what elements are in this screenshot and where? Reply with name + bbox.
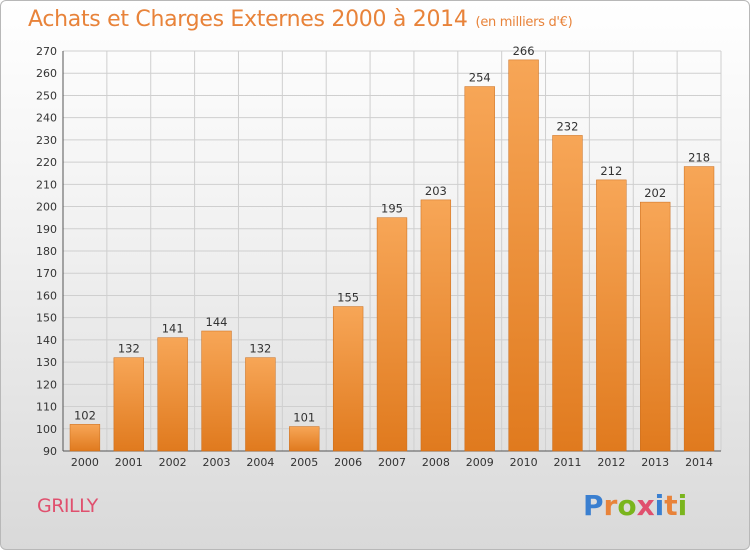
bar-value-label: 141 bbox=[162, 322, 184, 336]
bar-value-label: 202 bbox=[644, 186, 666, 200]
logo-letter: P bbox=[583, 489, 604, 522]
bar-value-label: 101 bbox=[293, 411, 315, 425]
bar-value-label: 195 bbox=[381, 202, 403, 216]
chart-title-unit: (en milliers d'€) bbox=[475, 15, 573, 30]
bar-2008 bbox=[420, 199, 452, 452]
logo-letter: i bbox=[677, 489, 688, 522]
bar-value-label: 132 bbox=[118, 342, 140, 356]
y-tick-label: 240 bbox=[36, 112, 57, 125]
bar-2005 bbox=[289, 426, 320, 452]
bar-2009 bbox=[464, 86, 495, 452]
bar-2004 bbox=[245, 357, 276, 452]
y-tick-label: 120 bbox=[36, 378, 57, 391]
y-tick-label: 160 bbox=[36, 289, 57, 302]
x-tick-label: 2011 bbox=[553, 456, 581, 469]
x-tick-label: 2006 bbox=[334, 456, 362, 469]
commune-name: GRILLY bbox=[37, 495, 98, 517]
y-tick-label: 180 bbox=[36, 245, 57, 258]
bar-2002 bbox=[157, 337, 188, 452]
y-tick-label: 260 bbox=[36, 67, 57, 80]
bar-2013 bbox=[640, 201, 671, 452]
bar-value-label: 218 bbox=[688, 151, 710, 165]
x-tick-label: 2007 bbox=[378, 456, 406, 469]
tick-labels: 9010011012013014015016017018019020021022… bbox=[36, 45, 713, 469]
proxiti-logo: Proxiti bbox=[583, 489, 687, 522]
bar-value-label: 232 bbox=[556, 119, 578, 133]
bar-2000 bbox=[69, 424, 101, 452]
x-tick-label: 2005 bbox=[290, 456, 318, 469]
y-tick-label: 190 bbox=[36, 223, 57, 236]
x-tick-label: 2003 bbox=[203, 456, 231, 469]
bar-2006 bbox=[332, 306, 364, 452]
y-tick-label: 210 bbox=[36, 178, 57, 191]
bar-value-label: 132 bbox=[249, 342, 271, 356]
logo-letter: t bbox=[664, 489, 678, 522]
y-tick-label: 200 bbox=[36, 201, 57, 214]
logo-letter: i bbox=[654, 489, 665, 522]
x-tick-label: 2012 bbox=[597, 456, 625, 469]
x-tick-label: 2010 bbox=[510, 456, 538, 469]
x-tick-label: 2014 bbox=[685, 456, 713, 469]
logo-letter: x bbox=[636, 489, 655, 522]
y-tick-label: 110 bbox=[36, 401, 57, 414]
logo-letter: o bbox=[617, 489, 637, 522]
x-tick-label: 2000 bbox=[71, 456, 99, 469]
chart-title: Achats et Charges Externes 2000 à 2014 (e… bbox=[28, 7, 573, 32]
y-tick-label: 150 bbox=[36, 312, 57, 325]
x-tick-label: 2008 bbox=[422, 456, 450, 469]
bar-value-label: 212 bbox=[600, 164, 622, 178]
y-tick-label: 250 bbox=[36, 89, 57, 102]
y-tick-label: 90 bbox=[43, 445, 57, 458]
y-tick-label: 170 bbox=[36, 267, 57, 280]
bar-2011 bbox=[552, 135, 583, 452]
bar-value-label: 266 bbox=[513, 44, 535, 58]
bar-value-label: 102 bbox=[74, 408, 96, 422]
logo-letter: r bbox=[603, 489, 618, 522]
bar-2007 bbox=[376, 217, 408, 452]
x-tick-label: 2001 bbox=[115, 456, 143, 469]
chart-title-text: Achats et Charges Externes 2000 à 2014 bbox=[28, 7, 468, 32]
y-tick-label: 140 bbox=[36, 334, 57, 347]
bar-2010 bbox=[508, 59, 539, 452]
x-tick-label: 2004 bbox=[246, 456, 274, 469]
bar-2003 bbox=[201, 330, 232, 452]
bar-2014 bbox=[683, 166, 715, 452]
y-tick-label: 230 bbox=[36, 134, 57, 147]
x-tick-label: 2002 bbox=[159, 456, 187, 469]
y-tick-label: 270 bbox=[36, 45, 57, 58]
bar-value-label: 254 bbox=[469, 71, 491, 85]
bar-value-label: 144 bbox=[206, 315, 228, 329]
bar-value-label: 155 bbox=[337, 291, 359, 305]
value-labels: 102 132 141 144 132 101 155 195 203 254 266 232 212 2… bbox=[74, 44, 710, 425]
bar-2012 bbox=[596, 179, 627, 452]
y-tick-label: 100 bbox=[36, 423, 57, 436]
bars bbox=[69, 59, 715, 452]
y-tick-label: 220 bbox=[36, 156, 57, 169]
bar-2001 bbox=[113, 357, 144, 452]
y-tick-label: 130 bbox=[36, 356, 57, 369]
x-tick-label: 2013 bbox=[641, 456, 669, 469]
bar-value-label: 203 bbox=[425, 184, 447, 198]
x-tick-label: 2009 bbox=[466, 456, 494, 469]
